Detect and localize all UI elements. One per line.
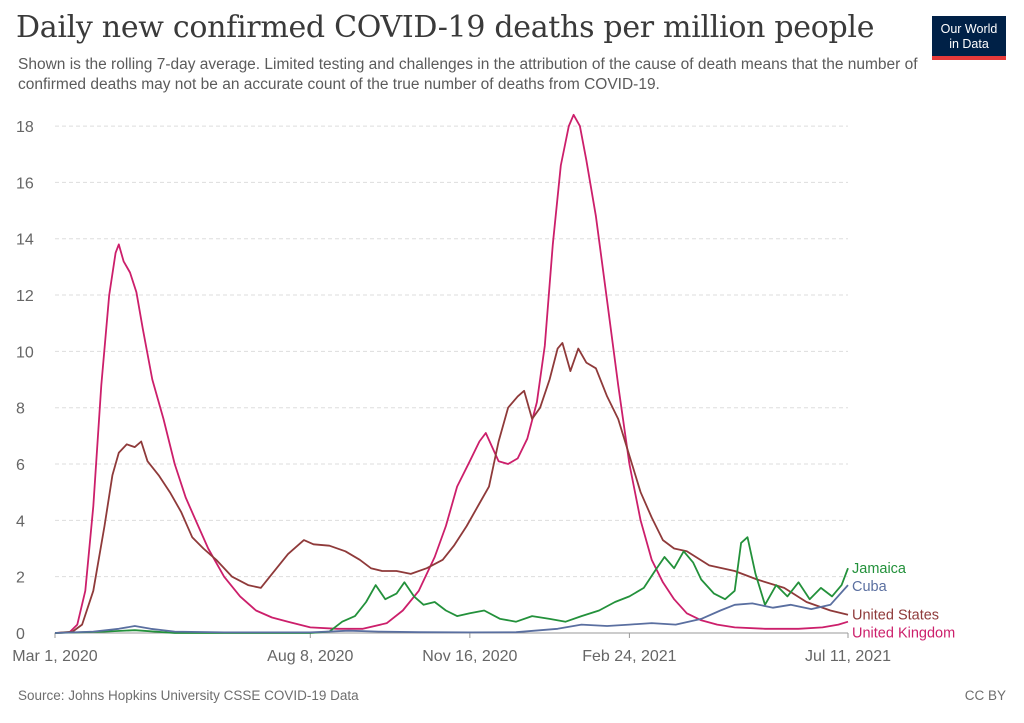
y-tick-label: 14 <box>16 232 34 249</box>
y-tick-label: 4 <box>16 513 25 530</box>
x-tick-label: Jul 11, 2021 <box>805 648 891 665</box>
series-line-jamaica[interactable] <box>54 536 849 634</box>
y-tick-label: 6 <box>16 457 25 474</box>
series-label-united-states[interactable]: United States <box>852 608 939 624</box>
x-tick-label: Aug 8, 2020 <box>267 648 353 665</box>
logo-line-2: in Data <box>949 37 989 51</box>
y-tick-label: 2 <box>16 570 25 587</box>
logo-line-1: Our World <box>940 22 998 36</box>
license-note[interactable]: CC BY <box>964 688 1006 703</box>
series-line-cuba[interactable] <box>54 584 849 634</box>
y-tick-label: 16 <box>16 175 34 192</box>
y-tick-label: 10 <box>16 344 34 361</box>
y-tick-label: 0 <box>16 626 25 643</box>
series-line-united-kingdom[interactable] <box>54 113 849 634</box>
owid-logo[interactable]: Our World in Data <box>932 16 1006 60</box>
series-label-cuba[interactable]: Cuba <box>852 579 888 595</box>
y-tick-label: 12 <box>16 288 34 305</box>
series-label-jamaica[interactable]: Jamaica <box>852 561 907 577</box>
source-note: Source: Johns Hopkins University CSSE CO… <box>18 688 359 703</box>
x-tick-label: Feb 24, 2021 <box>582 648 676 665</box>
series-label-united-kingdom[interactable]: United Kingdom <box>852 626 955 642</box>
y-tick-label: 8 <box>16 401 25 418</box>
y-tick-label: 18 <box>16 119 34 136</box>
chart-subtitle: Shown is the rolling 7-day average. Limi… <box>18 56 918 93</box>
chart-title: Daily new confirmed COVID-19 deaths per … <box>16 10 875 45</box>
x-tick-label: Mar 1, 2020 <box>12 648 97 665</box>
series-line-united-states[interactable] <box>54 341 849 634</box>
x-tick-label: Nov 16, 2020 <box>422 648 517 665</box>
